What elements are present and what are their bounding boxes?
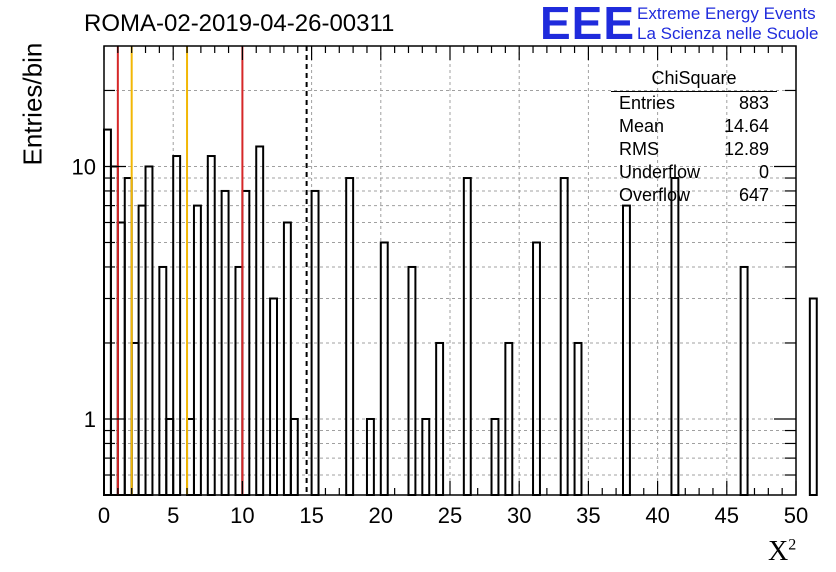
- stats-header: ChiSquare: [611, 68, 777, 92]
- histogram-bar: [172, 155, 182, 497]
- x-tick-label: 25: [438, 503, 462, 528]
- stats-value: 647: [738, 185, 769, 205]
- histogram-bar: [158, 265, 168, 496]
- histogram-bar: [559, 177, 569, 496]
- x-tick-label: 50: [784, 503, 808, 528]
- axis-ticks: [103, 46, 797, 495]
- histogram-bar: [103, 128, 112, 496]
- stats-row-rms: RMS 12.89: [611, 138, 777, 161]
- histogram-bar: [739, 265, 749, 496]
- logo-line-1: Extreme Energy Events: [637, 4, 816, 23]
- grid-lines: [104, 46, 796, 495]
- histogram-bar: [462, 177, 472, 496]
- stats-value: 12.89: [723, 139, 769, 159]
- stats-row-mean: Mean 14.64: [611, 115, 777, 138]
- stats-value: 14.64: [723, 116, 769, 136]
- reference-lines: [116, 46, 308, 495]
- x-tick-label: 30: [507, 503, 531, 528]
- histogram-bar: [379, 241, 389, 496]
- y-tick-label: 10: [72, 154, 96, 179]
- axis-tick-labels: 0 5 10 15 20 25 30 35 40 45 50 1 10: [72, 154, 809, 528]
- x-tick-label: 5: [167, 503, 179, 528]
- histogram-bar: [234, 265, 244, 496]
- stats-label: RMS: [619, 139, 659, 159]
- stats-row-entries: Entries 883: [611, 92, 777, 115]
- x-tick-label: 40: [645, 503, 669, 528]
- histogram-bar: [532, 241, 541, 496]
- y-axis-label: Entries/bin: [17, 42, 48, 166]
- stats-value: 0: [758, 162, 769, 182]
- histogram-bar: [109, 165, 119, 496]
- histogram-bar: [206, 155, 216, 497]
- x-tick-label: 10: [230, 503, 254, 528]
- histogram-bar: [116, 221, 126, 497]
- histogram-bar: [255, 145, 265, 496]
- stats-row-overflow: Overflow 647: [611, 184, 777, 207]
- y-tick-label: 1: [84, 407, 96, 432]
- histogram-bar: [269, 297, 278, 496]
- logo-line-2: La Scienza nelle Scuole: [637, 24, 819, 43]
- x-tick-label: 45: [715, 503, 739, 528]
- histogram-bar: [192, 204, 202, 497]
- histogram-bar: [345, 177, 355, 496]
- chart-title: ROMA-02-2019-04-26-00311: [84, 10, 395, 37]
- x-tick-label: 35: [576, 503, 600, 528]
- histogram-bar: [407, 265, 417, 496]
- histogram-bar: [622, 204, 631, 497]
- stats-label: Entries: [619, 93, 676, 113]
- histogram-bar: [282, 221, 292, 497]
- stats-box: ChiSquare Entries 883 Mean 14.64 RMS 12.…: [611, 68, 777, 207]
- histogram-bar: [670, 177, 680, 496]
- eee-logo: EEE: [540, 0, 636, 49]
- histogram-bar: [144, 165, 154, 496]
- stats-label: Overflow: [619, 185, 691, 205]
- histogram-bar: [808, 297, 818, 496]
- x-tick-label: 0: [98, 503, 110, 528]
- stats-value: 883: [738, 93, 769, 113]
- stats-row-underflow: Underflow 0: [611, 161, 777, 184]
- x-axis-label: X2: [768, 536, 797, 567]
- x-tick-label: 20: [369, 503, 393, 528]
- x-tick-label: 15: [299, 503, 323, 528]
- histogram-bar: [123, 177, 133, 496]
- stats-label: Underflow: [619, 162, 701, 182]
- histogram-bar: [137, 204, 147, 497]
- stats-label: Mean: [619, 116, 665, 136]
